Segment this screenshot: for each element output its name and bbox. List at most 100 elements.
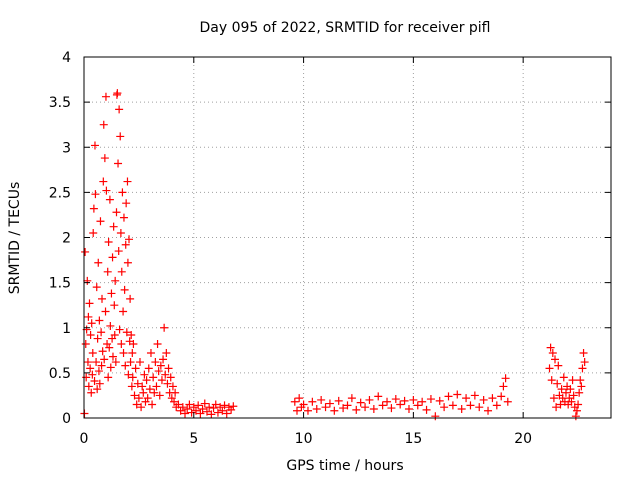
data-point	[501, 374, 510, 383]
data-point	[137, 403, 146, 412]
data-point	[156, 361, 165, 370]
data-point	[155, 391, 164, 400]
data-point	[123, 258, 132, 267]
data-point	[466, 401, 475, 410]
data-point	[87, 388, 96, 397]
data-point	[171, 388, 180, 397]
data-point	[84, 312, 93, 321]
data-points	[80, 89, 589, 421]
data-point	[94, 367, 103, 376]
data-point	[108, 352, 117, 361]
data-point	[387, 404, 396, 413]
data-point	[488, 394, 497, 403]
data-point	[119, 349, 128, 358]
data-point	[178, 403, 187, 412]
data-point	[453, 390, 462, 399]
data-point	[431, 412, 440, 421]
data-point	[548, 349, 557, 358]
data-point	[89, 228, 98, 237]
data-point	[163, 379, 172, 388]
data-point	[131, 364, 140, 373]
data-point	[144, 364, 153, 373]
data-point	[218, 406, 227, 415]
data-point	[142, 376, 151, 385]
data-point	[83, 358, 92, 367]
data-point	[547, 376, 556, 385]
data-point	[164, 364, 173, 373]
data-point	[138, 382, 147, 391]
data-point	[97, 361, 106, 370]
data-point	[444, 392, 453, 401]
plot-frame	[83, 56, 612, 419]
data-point	[127, 330, 136, 339]
data-point	[295, 394, 304, 403]
data-point	[356, 398, 365, 407]
data-point	[549, 394, 558, 403]
y-tick-label: 1.5	[49, 276, 71, 292]
data-point	[98, 347, 107, 356]
data-point	[93, 334, 102, 343]
y-tick-label: 3.5	[49, 95, 71, 111]
data-point	[89, 204, 98, 213]
x-axis-label: GPS time / hours	[286, 458, 403, 474]
data-point	[409, 395, 418, 404]
data-point	[116, 132, 125, 141]
data-point	[105, 195, 114, 204]
data-point	[93, 385, 102, 394]
data-point	[99, 177, 108, 186]
data-point	[574, 400, 583, 409]
data-point	[115, 325, 124, 334]
data-point	[181, 409, 190, 418]
data-point	[343, 401, 352, 410]
data-point	[339, 404, 348, 413]
x-tick-label: 20	[514, 431, 532, 447]
data-point	[116, 228, 125, 237]
data-point	[569, 391, 578, 400]
data-point	[86, 330, 95, 339]
data-point	[435, 396, 444, 405]
data-point	[103, 339, 112, 348]
data-point	[579, 349, 588, 358]
data-point	[81, 247, 90, 256]
data-point	[183, 404, 192, 413]
data-point	[111, 276, 120, 285]
data-point	[330, 406, 339, 415]
data-point	[378, 401, 387, 410]
data-point	[134, 394, 143, 403]
data-point	[492, 401, 501, 410]
data-point	[139, 388, 148, 397]
data-point	[149, 373, 158, 382]
data-point	[361, 403, 370, 412]
data-point	[211, 400, 220, 409]
chart-title: Day 095 of 2022, SRMTID for receiver pif…	[199, 20, 490, 36]
data-point	[85, 299, 94, 308]
data-point	[96, 217, 105, 226]
data-point	[325, 399, 334, 408]
data-point	[365, 395, 374, 404]
data-point	[400, 396, 409, 405]
data-point	[154, 367, 163, 376]
data-point	[545, 364, 554, 373]
data-point	[575, 388, 584, 397]
data-point	[194, 401, 203, 410]
data-point	[396, 400, 405, 409]
data-point	[312, 404, 321, 413]
x-tick-label: 15	[404, 431, 422, 447]
data-point	[347, 394, 356, 403]
data-point	[102, 186, 111, 195]
data-point	[152, 382, 161, 391]
data-point	[185, 400, 194, 409]
y-axis-label: SRMTID / TECUs	[7, 182, 23, 295]
data-point	[572, 406, 581, 415]
data-point	[125, 235, 134, 244]
data-point	[202, 407, 211, 416]
y-tick-label: 4	[62, 50, 71, 66]
data-point	[91, 190, 100, 199]
data-point	[108, 253, 117, 262]
data-point	[84, 382, 93, 391]
data-point	[100, 355, 109, 364]
y-tick-label: 2	[62, 231, 71, 247]
data-point	[418, 397, 427, 406]
data-point	[426, 395, 435, 404]
data-point	[475, 403, 484, 412]
